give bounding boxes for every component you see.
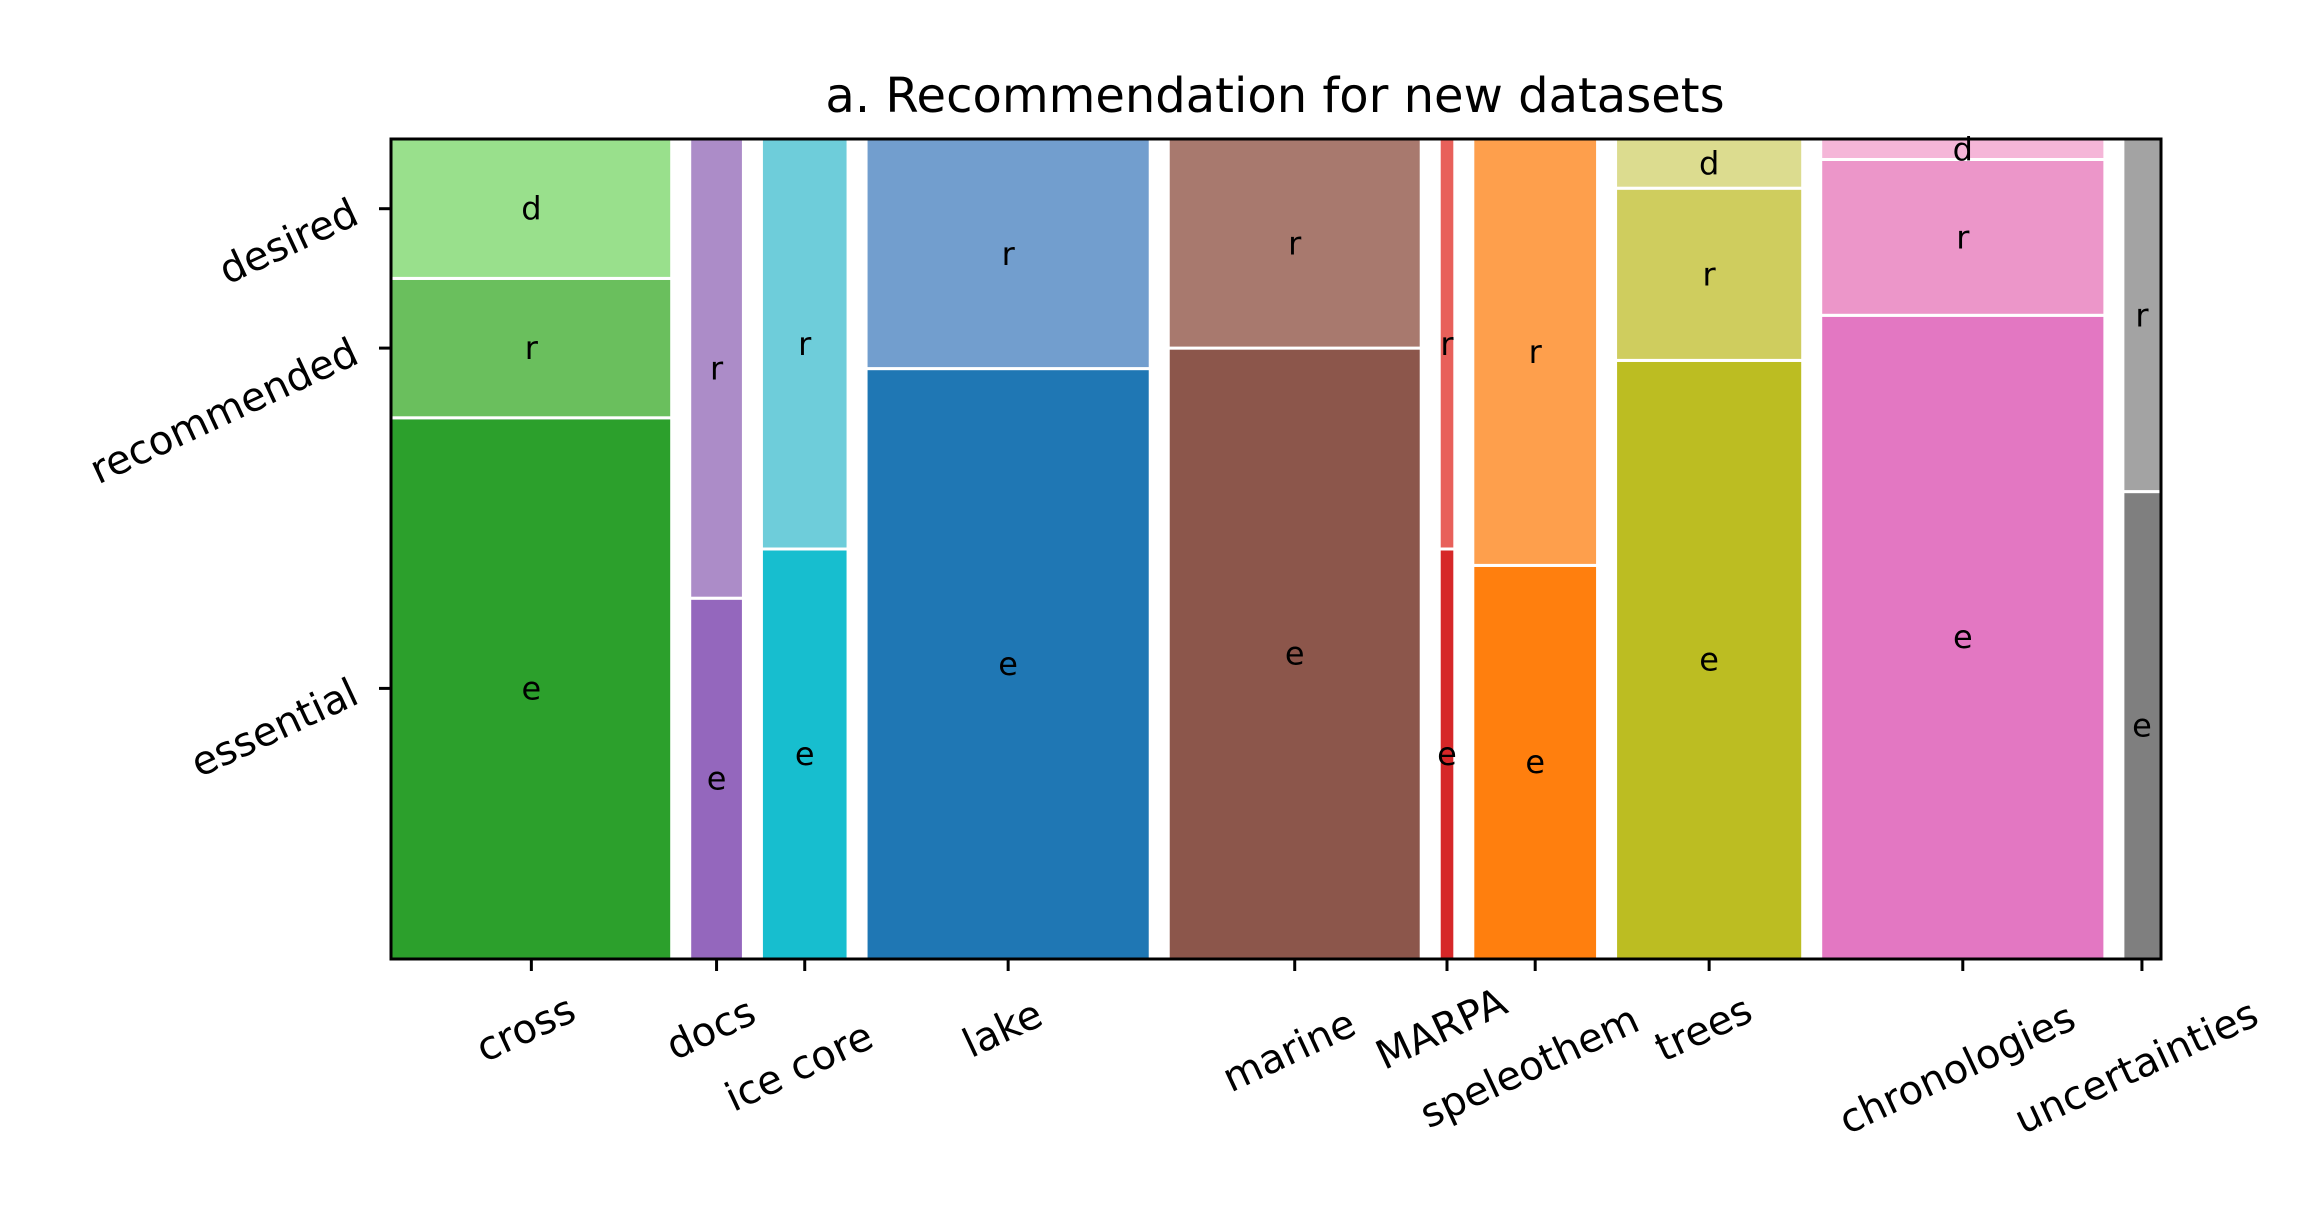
segment-label-ice-core-r: r: [798, 325, 812, 363]
segment-label-docs-r: r: [710, 350, 724, 388]
segment-cross-e: [389, 416, 674, 961]
segment-label-speleothem-e: e: [1525, 743, 1545, 781]
segment-ice-core-r: [759, 137, 850, 551]
segment-label-chronologies-r: r: [1956, 218, 1970, 256]
segment-docs-e: [688, 596, 745, 961]
segment-docs-r: [688, 137, 745, 600]
segment-ice-core-e: [759, 547, 850, 961]
segment-lake-r: [864, 137, 1152, 371]
segment-speleothem-e: [1471, 563, 1600, 961]
x-tick-label-marine: marine: [1216, 1001, 1363, 1102]
segment-marine-r: [1166, 137, 1423, 350]
segment-label-cross-d: d: [521, 190, 541, 228]
x-tick-label-lake: lake: [956, 991, 1050, 1067]
y-tick-label-essential: essential: [184, 670, 365, 787]
segment-label-chronologies-e: e: [1953, 618, 1973, 656]
x-tick-label-trees: trees: [1648, 987, 1759, 1072]
x-tick-label-cross: cross: [469, 986, 582, 1072]
y-tick-label-desired: desired: [212, 190, 365, 294]
segments-group: [389, 137, 2163, 961]
segment-label-uncertainties-e: e: [2132, 706, 2152, 744]
segment-cross-r: [389, 276, 674, 420]
segment-label-trees-e: e: [1699, 641, 1719, 679]
segment-label-docs-e: e: [707, 760, 727, 798]
segment-chronologies-e: [1819, 313, 2107, 961]
y-tick-label-recommended: recommended: [83, 329, 365, 493]
segment-label-trees-d: d: [1699, 145, 1719, 183]
x-tick-label-docs: docs: [659, 989, 762, 1070]
y-axis: essential recommended desired: [83, 190, 391, 787]
chart-title: a. Recommendation for new datasets: [825, 68, 1724, 124]
segment-label-cross-e: e: [522, 669, 542, 707]
segment-label-marine-r: r: [1288, 225, 1302, 263]
segment-lake-e: [864, 367, 1152, 961]
segment-trees-e: [1614, 358, 1805, 961]
segment-trees-d: [1614, 137, 1805, 190]
segment-trees-r: [1614, 186, 1805, 362]
segment-label-lake-r: r: [1002, 235, 1016, 273]
segment-label-uncertainties-r: r: [2135, 296, 2149, 334]
segment-label-marpa-e: e: [1437, 735, 1457, 773]
segment-labels-group: e r d e r e r e r e r e r e r e r d e r d e r: [521, 130, 2152, 797]
segment-label-lake-e: e: [998, 645, 1018, 683]
segment-label-marine-e: e: [1285, 635, 1305, 673]
plot-frame: [389, 137, 2163, 961]
segment-label-ice-core-e: e: [795, 735, 815, 773]
segment-speleothem-r: [1471, 137, 1600, 567]
segment-label-speleothem-r: r: [1529, 333, 1543, 371]
segment-label-chronologies-d: d: [1953, 130, 1973, 168]
segment-label-marpa-r: r: [1440, 325, 1454, 363]
segment-label-trees-r: r: [1703, 255, 1717, 293]
segment-label-cross-r: r: [525, 329, 539, 367]
segment-marine-e: [1166, 346, 1423, 961]
